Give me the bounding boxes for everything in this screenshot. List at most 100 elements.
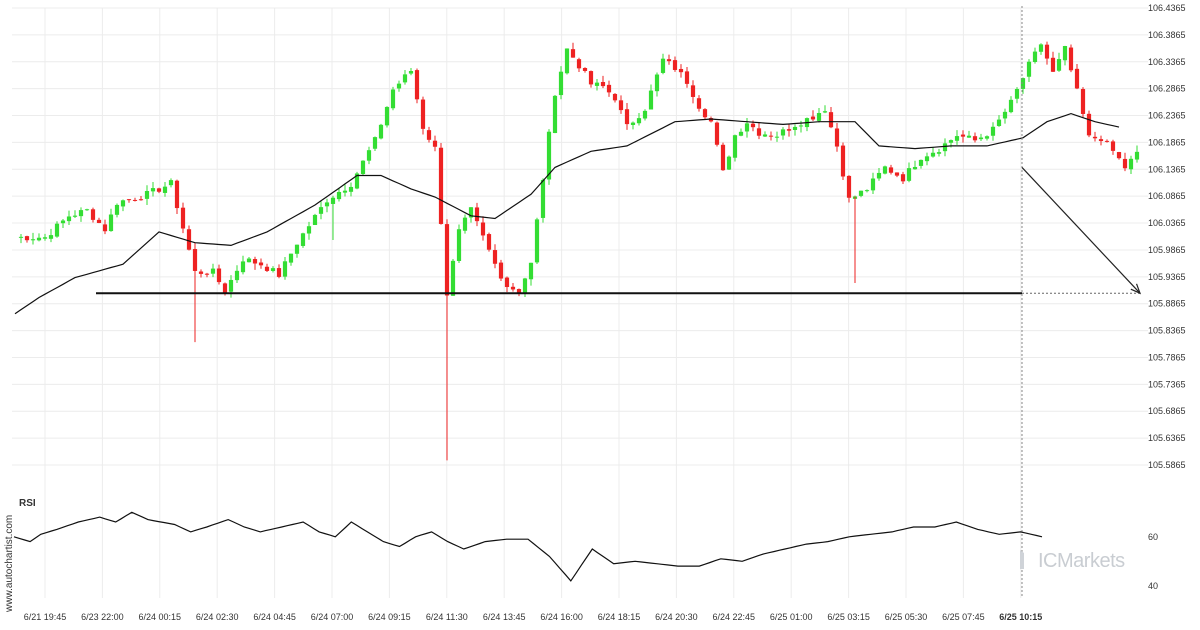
candle-body [324, 202, 330, 207]
candle-body [786, 129, 792, 131]
candle-body [600, 81, 606, 87]
candle-body [336, 191, 342, 200]
candle-body [300, 233, 306, 246]
candle-body [1116, 152, 1122, 159]
candle-body [348, 186, 354, 192]
candle-body [276, 268, 282, 277]
price-tick-label: 106.1865 [1148, 137, 1186, 147]
candle-body [510, 286, 516, 290]
time-axis: 6/21 19:45 6/23 22:00 6/24 00:15 6/24 02:30… [24, 612, 1043, 622]
candle-body [846, 175, 852, 198]
rsi-tick-label: 40 [1148, 581, 1158, 591]
candle-body [648, 90, 654, 110]
candle-body [768, 135, 774, 137]
candle-body [1098, 139, 1104, 142]
candle-body [684, 71, 690, 84]
candle-body [996, 119, 1002, 127]
projection-arrow-head [1130, 283, 1142, 295]
candle-body [552, 95, 558, 134]
price-axis: 106.4365 106.3865 106.3365 106.2865 106.2365… [1148, 3, 1186, 470]
candle-body [900, 174, 906, 182]
time-tick-label: 6/23 22:00 [81, 612, 124, 622]
price-tick-label: 105.8365 [1148, 326, 1186, 336]
candle-body [24, 236, 30, 241]
candle-body [150, 188, 156, 192]
price-tick-label: 105.6365 [1148, 433, 1186, 443]
candle-body [378, 124, 384, 139]
moving-average-line [14, 112, 1120, 315]
candle-body [942, 143, 948, 152]
candle-body [144, 190, 150, 199]
price-tick-label: 105.6865 [1148, 406, 1186, 416]
candle-body [1002, 111, 1008, 119]
candle-body [42, 237, 48, 239]
price-tick-label: 105.9365 [1148, 272, 1186, 282]
candle-body [426, 130, 432, 140]
candle-body [588, 71, 594, 85]
candle-body [858, 190, 864, 196]
time-tick-label: 6/24 16:00 [540, 612, 583, 622]
price-tick-label: 106.3365 [1148, 57, 1186, 67]
candle-body [1080, 89, 1086, 114]
candle-body [282, 261, 288, 277]
candle-body [624, 109, 630, 125]
time-tick-label: 6/24 07:00 [311, 612, 354, 622]
candle-body [816, 113, 822, 121]
candle-body [1110, 141, 1116, 151]
candle-body [126, 199, 132, 201]
candle-body [918, 159, 924, 166]
candle-body [618, 100, 624, 111]
candle-body [1086, 113, 1092, 136]
candle-body [702, 109, 708, 118]
candle-body [462, 217, 468, 231]
candle-body [990, 126, 996, 136]
candle-body [972, 136, 978, 141]
candle-body [180, 207, 186, 229]
candle-body [828, 112, 834, 128]
candle-body [516, 289, 522, 294]
candle-body [882, 166, 888, 174]
candle-body [1062, 46, 1068, 61]
candle-body [810, 116, 816, 120]
time-tick-label: 6/24 04:45 [253, 612, 296, 622]
candle-body [660, 58, 666, 73]
candle-body [102, 224, 108, 232]
candle-body [936, 152, 942, 154]
candle-body [498, 262, 504, 279]
candle-body [174, 180, 180, 209]
time-tick-label: 6/24 22:45 [713, 612, 756, 622]
time-tick-label: 6/24 09:15 [368, 612, 411, 622]
candle-body [486, 234, 492, 250]
candle-body [780, 129, 786, 136]
time-tick-label: 6/25 10:15 [999, 612, 1042, 622]
candle-body [414, 70, 420, 100]
candle-body [1074, 68, 1080, 89]
candle-body [834, 128, 840, 147]
candle-body [72, 215, 78, 217]
candle-body [294, 244, 300, 254]
candle-body [504, 277, 510, 288]
candle-body [204, 273, 210, 275]
brand-mark-icon [1020, 550, 1036, 569]
candle-body [606, 84, 612, 93]
candle-body [1026, 61, 1032, 77]
time-tick-label: 6/24 11:30 [426, 612, 468, 622]
price-tick-label: 106.2865 [1148, 84, 1186, 94]
candle-body [840, 145, 846, 177]
candle-body [36, 237, 42, 241]
candle-body [534, 219, 540, 263]
candle-body [612, 93, 618, 101]
candle-body [948, 140, 954, 143]
candle-body [420, 99, 426, 129]
candle-body [522, 278, 528, 294]
candle-body [762, 134, 768, 137]
candle-body [756, 128, 762, 136]
candle-body [876, 172, 882, 179]
rsi-tick-label: 60 [1148, 532, 1158, 542]
candle-body [450, 260, 456, 296]
price-tick-label: 106.4365 [1148, 3, 1186, 13]
candle-body [78, 210, 84, 217]
candle-body [402, 74, 408, 83]
price-tick-label: 105.7865 [1148, 352, 1186, 362]
candle-body [978, 137, 984, 140]
